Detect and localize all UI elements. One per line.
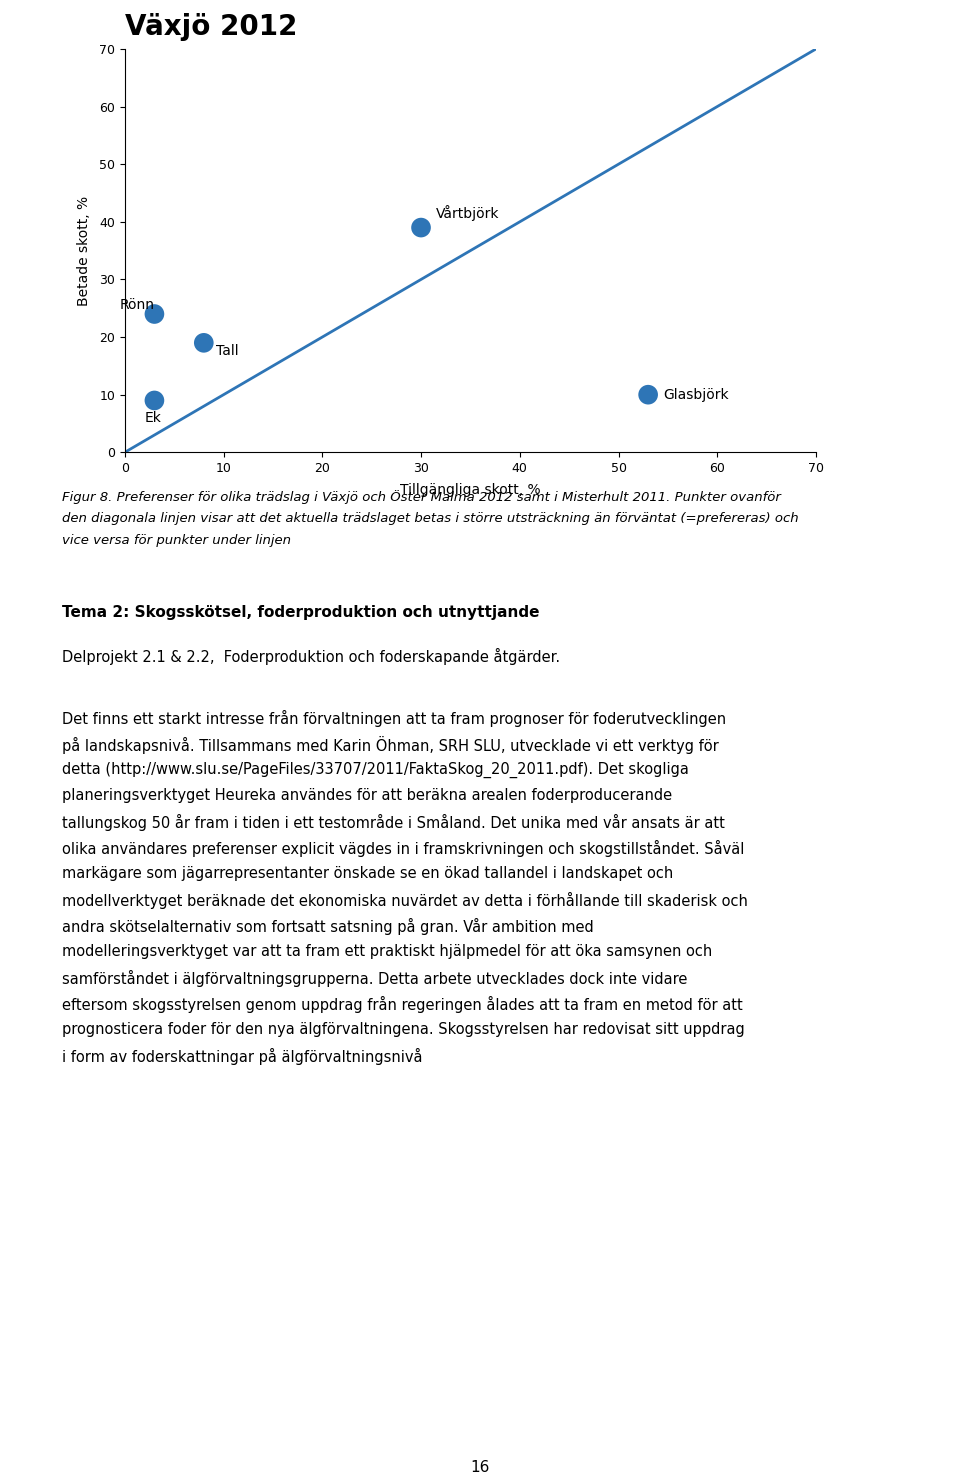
Text: Vårtbjörk: Vårtbjörk [436,205,499,221]
Text: Växjö 2012: Växjö 2012 [125,13,298,42]
Text: andra skötselalternativ som fortsatt satsning på gran. Vår ambition med: andra skötselalternativ som fortsatt sat… [62,918,594,934]
Point [196,331,211,354]
Text: den diagonala linjen visar att det aktuella trädslaget betas i större utsträckni: den diagonala linjen visar att det aktue… [62,512,799,525]
Text: samförståndet i älgförvaltningsgrupperna. Detta arbete utvecklades dock inte vid: samförståndet i älgförvaltningsgrupperna… [62,970,687,988]
Text: prognosticera foder för den nya älgförvaltningena. Skogsstyrelsen har redovisat : prognosticera foder för den nya älgförva… [62,1022,745,1037]
Text: Figur 8. Preferenser för olika trädslag i Växjö och Öster Malma 2012 samt i Mist: Figur 8. Preferenser för olika trädslag … [62,489,781,504]
X-axis label: Tillgängliga skott, %: Tillgängliga skott, % [400,483,540,497]
Text: Glasbjörk: Glasbjörk [663,387,729,402]
Point [640,383,656,406]
Text: Ek: Ek [145,411,161,424]
Text: vice versa för punkter under linjen: vice versa för punkter under linjen [62,534,292,547]
Point [147,303,162,326]
Text: modelleringsverktyget var att ta fram ett praktiskt hjälpmedel för att öka samsy: modelleringsverktyget var att ta fram et… [62,945,712,960]
Y-axis label: Betade skott, %: Betade skott, % [77,196,91,305]
Text: eftersom skogsstyrelsen genom uppdrag från regeringen ålades att ta fram en meto: eftersom skogsstyrelsen genom uppdrag fr… [62,997,743,1013]
Text: på landskapsnivå. Tillsammans med Karin Öhman, SRH SLU, utvecklade vi ett verkty: på landskapsnivå. Tillsammans med Karin … [62,736,719,753]
Text: 16: 16 [470,1459,490,1476]
Text: Det finns ett starkt intresse från förvaltningen att ta fram prognoser för foder: Det finns ett starkt intresse från förva… [62,710,727,727]
Text: Tall: Tall [216,344,238,359]
Text: i form av foderskattningar på älgförvaltningsnivå: i form av foderskattningar på älgförvalt… [62,1048,423,1065]
Text: Tema 2: Skogsskötsel, foderproduktion och utnyttjande: Tema 2: Skogsskötsel, foderproduktion oc… [62,605,540,620]
Text: markägare som jägarrepresentanter önskade se en ökad tallandel i landskapet och: markägare som jägarrepresentanter önskad… [62,866,674,881]
Text: Rönn: Rönn [120,298,155,313]
Text: tallungskog 50 år fram i tiden i ett testområde i Småland. Det unika med vår ans: tallungskog 50 år fram i tiden i ett tes… [62,814,725,830]
Text: Delprojekt 2.1 & 2.2,  Foderproduktion och foderskapande åtgärder.: Delprojekt 2.1 & 2.2, Foderproduktion oc… [62,648,561,664]
Point [147,389,162,412]
Text: olika användares preferenser explicit vägdes in i framskrivningen och skogstills: olika användares preferenser explicit vä… [62,839,745,857]
Text: detta (http://www.slu.se/PageFiles/33707/2011/FaktaSkog_20_2011.pdf). Det skogli: detta (http://www.slu.se/PageFiles/33707… [62,762,689,779]
Text: modellverktyget beräknade det ekonomiska nuvärdet av detta i förhållande till sk: modellverktyget beräknade det ekonomiska… [62,891,748,909]
Text: planeringsverktyget Heureka användes för att beräkna arealen foderproducerande: planeringsverktyget Heureka användes för… [62,787,673,802]
Point [414,215,429,239]
